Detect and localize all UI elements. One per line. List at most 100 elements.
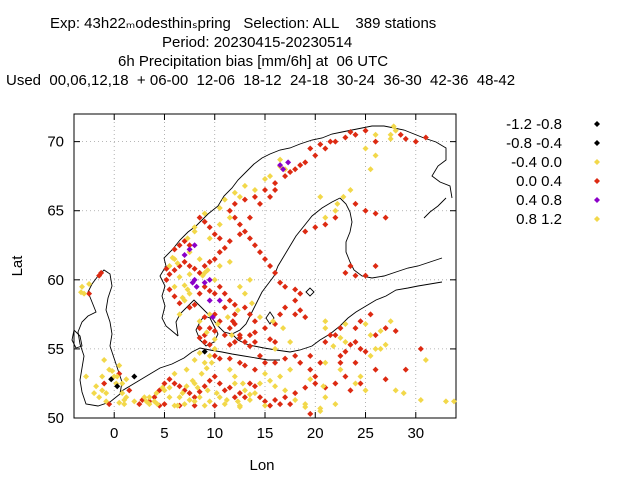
station-point [216, 283, 223, 290]
legend-entry-label: 0.8 1.2 [516, 211, 562, 228]
station-point [186, 390, 193, 397]
station-point [166, 286, 173, 293]
x-tick-label: 30 [407, 425, 424, 442]
station-point [267, 193, 274, 200]
station-point [332, 332, 339, 339]
title-line-experiment: Exp: 43h22ₘodesthinₛpring Selection: ALL… [50, 15, 437, 32]
station-point [191, 228, 198, 235]
station-point [267, 263, 274, 269]
station-point [241, 362, 248, 369]
station-point [322, 318, 329, 325]
coastline-finland [339, 197, 443, 279]
legend-entry-label: 0.4 0.8 [516, 192, 562, 209]
station-point [211, 336, 218, 343]
station-point [226, 355, 233, 362]
station-point [216, 263, 223, 269]
station-point [201, 279, 208, 286]
station-point [176, 394, 183, 401]
station-point [231, 339, 238, 345]
station-point [282, 394, 289, 401]
station-point [226, 214, 233, 221]
station-point [292, 166, 299, 173]
station-point [201, 283, 208, 290]
station-point [234, 307, 241, 314]
station-point [332, 138, 339, 145]
station-point [367, 311, 374, 318]
station-point [191, 398, 198, 405]
station-point [171, 380, 178, 387]
station-point [211, 345, 218, 352]
legend-entry-marker [594, 216, 600, 222]
station-point [342, 134, 349, 141]
station-point [256, 314, 263, 321]
station-point [98, 269, 105, 276]
station-point [216, 249, 223, 256]
station-point [221, 196, 228, 203]
legend-entry-label: 0.0 0.4 [516, 173, 562, 190]
coastline-map [71, 125, 453, 407]
station-point [262, 370, 268, 377]
station-point [372, 138, 379, 145]
x-tick-label: 15 [257, 425, 274, 442]
station-point [282, 173, 289, 180]
station-point [236, 193, 243, 200]
station-point [272, 180, 279, 187]
station-point [206, 258, 213, 265]
station-point [146, 401, 153, 408]
station-point [196, 350, 203, 357]
station-point [322, 145, 329, 152]
station-point [450, 398, 457, 405]
station-point [213, 390, 220, 397]
station-point [387, 318, 394, 325]
y-tick-label: 70 [47, 134, 64, 151]
station-point [246, 235, 253, 242]
station-point [342, 321, 349, 328]
station-point [262, 175, 268, 182]
station-point [186, 271, 193, 278]
station-point [390, 123, 397, 130]
coastline-kola [423, 197, 447, 219]
station-point [114, 383, 121, 390]
station-point [224, 314, 231, 321]
x-tick-label: 0 [110, 425, 118, 442]
station-point [161, 380, 168, 387]
station-point [267, 336, 274, 343]
station-point [332, 207, 339, 214]
station-point [362, 348, 369, 355]
station-point [174, 260, 181, 267]
station-point [221, 304, 228, 311]
station-point [236, 359, 243, 366]
station-point [256, 380, 263, 387]
station-point [367, 166, 374, 173]
station-point [292, 311, 299, 318]
station-point [236, 283, 243, 290]
station-point [322, 394, 329, 401]
station-point [119, 390, 126, 397]
station-point [372, 152, 379, 159]
station-point [153, 390, 160, 397]
station-point [292, 352, 299, 359]
station-point [312, 373, 319, 380]
station-point [387, 131, 394, 138]
station-point [272, 345, 279, 352]
station-point [347, 341, 354, 348]
station-point [392, 387, 399, 394]
legend-entry-label: -1.2 -0.8 [506, 116, 562, 133]
station-point [317, 193, 324, 200]
station-point [116, 362, 123, 369]
legend-entry-marker [594, 197, 600, 203]
x-axis-label: Lon [249, 457, 274, 474]
station-point [196, 290, 203, 297]
station-point [176, 300, 183, 307]
station-point [272, 359, 279, 366]
station-point [352, 200, 359, 207]
station-point [402, 366, 409, 373]
station-point [123, 394, 130, 401]
station-point [256, 200, 263, 207]
station-point [176, 311, 183, 318]
station-point [226, 297, 233, 304]
station-point [362, 387, 369, 394]
station-point [186, 263, 193, 269]
station-point [292, 286, 299, 293]
station-point [246, 332, 253, 339]
